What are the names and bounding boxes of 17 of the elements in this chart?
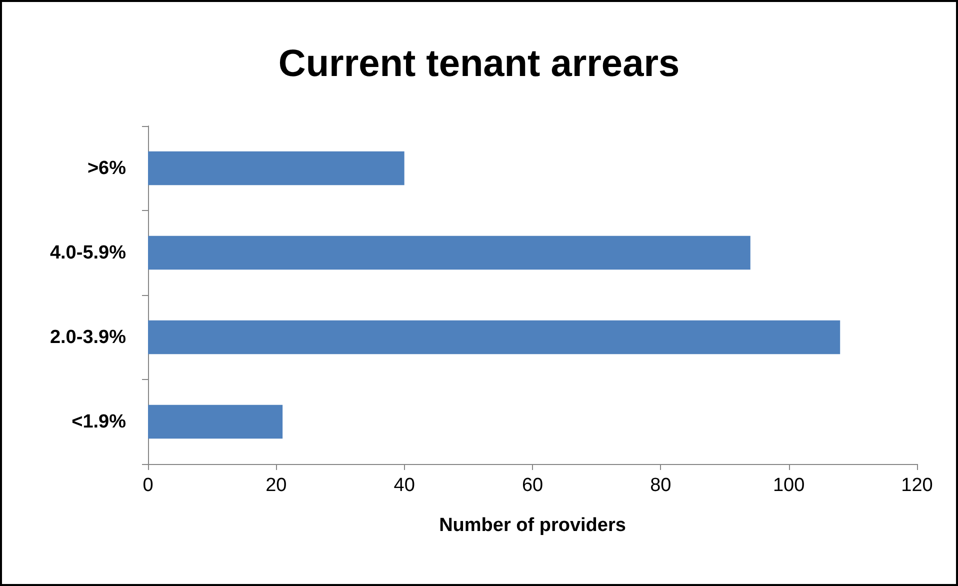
y-tick-label: <1.9%	[72, 411, 126, 432]
x-tick-label: 100	[772, 475, 805, 496]
y-tick-label: 2.0-3.9%	[50, 326, 126, 348]
bar	[148, 320, 840, 354]
x-tick-label: 40	[394, 475, 415, 496]
x-tick-label: 20	[266, 475, 287, 496]
x-axis-title: Number of providers	[439, 515, 626, 536]
bar	[148, 404, 283, 439]
y-tick-label: >6%	[87, 158, 126, 179]
x-tick-label: 60	[522, 475, 544, 496]
y-tick-label: 4.0-5.9%	[50, 242, 126, 264]
bar	[148, 236, 750, 270]
bar	[148, 151, 404, 186]
x-tick-label: 80	[650, 475, 672, 496]
chart-title: Current tenant arrears	[278, 43, 680, 85]
x-tick-label: 120	[901, 475, 933, 496]
x-tick-label: 0	[142, 475, 154, 496]
